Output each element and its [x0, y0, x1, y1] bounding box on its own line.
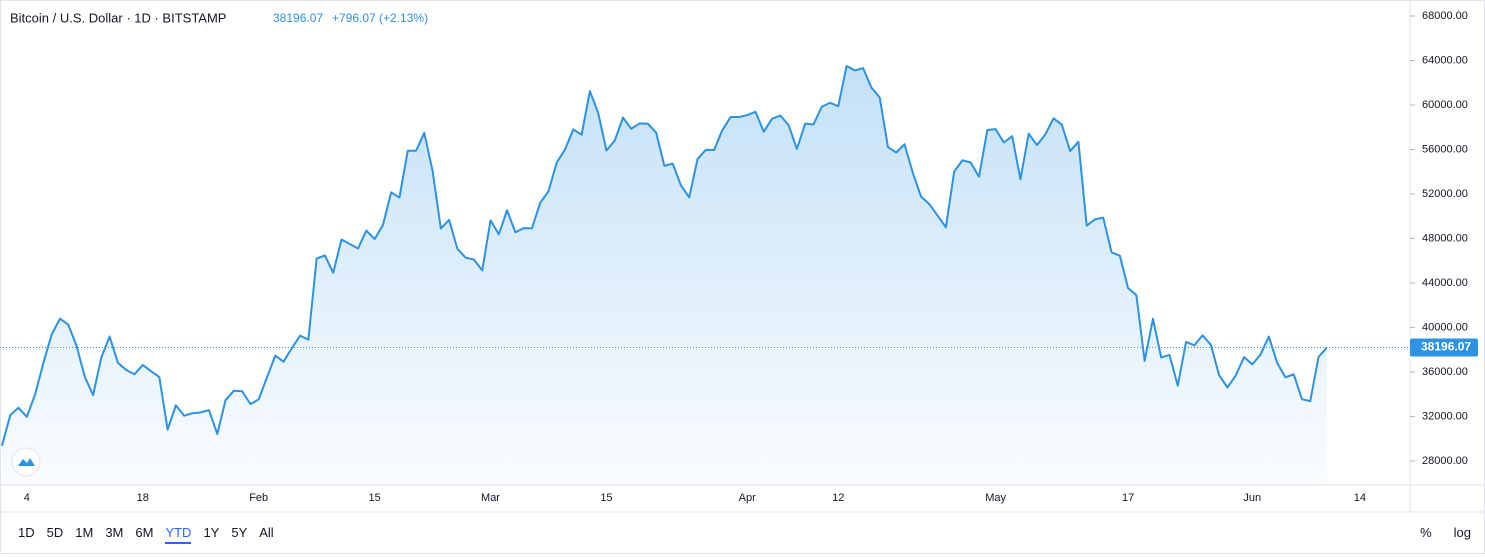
- scale-option[interactable]: %: [1420, 525, 1432, 540]
- range-button[interactable]: All: [259, 525, 274, 540]
- range-button[interactable]: 6M: [135, 525, 154, 540]
- x-tick-label: Apr: [739, 492, 756, 504]
- y-tick-label: 68000.00: [1422, 10, 1468, 22]
- y-tick-label: 64000.00: [1422, 54, 1468, 66]
- y-tick-label: 40000.00: [1422, 321, 1468, 333]
- toolbar-options: % log: [1420, 522, 1471, 544]
- range-button[interactable]: 3M: [105, 525, 124, 540]
- header-price: 38196.07: [273, 11, 323, 25]
- y-tick-label: 32000.00: [1422, 410, 1468, 422]
- y-tick-label: 60000.00: [1422, 99, 1468, 111]
- x-tick-label: 14: [1354, 492, 1366, 504]
- price-line: [1, 65, 1328, 446]
- logo-shape: [18, 458, 35, 466]
- y-tick-label: 44000.00: [1422, 277, 1468, 289]
- x-tick-label: 4: [24, 492, 30, 504]
- y-tick-label: 48000.00: [1422, 232, 1468, 244]
- range-button[interactable]: 5Y: [231, 525, 248, 540]
- y-tick-label: 36000.00: [1422, 366, 1468, 378]
- symbol-title: Bitcoin / U.S. Dollar · 1D · BITSTAMP: [10, 10, 226, 25]
- range-button[interactable]: YTD: [165, 522, 192, 544]
- x-tick-label: Feb: [249, 492, 268, 504]
- range-button[interactable]: 1Y: [203, 525, 220, 540]
- x-tick-label: 12: [832, 492, 844, 504]
- range-button[interactable]: 5D: [46, 525, 64, 540]
- x-tick-label: 18: [137, 492, 149, 504]
- y-tick-label: 56000.00: [1422, 143, 1468, 155]
- plot: [1, 65, 1328, 485]
- x-tick-label: May: [985, 492, 1006, 504]
- header-change: +796.07 (+2.13%): [332, 11, 428, 25]
- range-button[interactable]: 1M: [75, 525, 94, 540]
- scale-option[interactable]: log: [1453, 525, 1471, 540]
- y-tick-label: 52000.00: [1422, 188, 1468, 200]
- x-tick-label: Jun: [1243, 492, 1261, 504]
- range-button[interactable]: 1D: [18, 525, 35, 540]
- logo: [11, 447, 41, 477]
- x-tick-label: 17: [1122, 492, 1134, 504]
- y-tick-label: 28000.00: [1422, 455, 1468, 467]
- area-fill: [2, 66, 1327, 485]
- x-tick-label: 15: [368, 492, 380, 504]
- last-price-badge: [1410, 338, 1478, 357]
- toolbar: 1D 5D 1M 3M 6M YTD 1Y 5Y All% log: [0, 513, 1485, 553]
- x-tick-label: Mar: [481, 492, 500, 504]
- last-price-label: 38196.07: [1421, 340, 1471, 354]
- x-tick-label: 15: [600, 492, 612, 504]
